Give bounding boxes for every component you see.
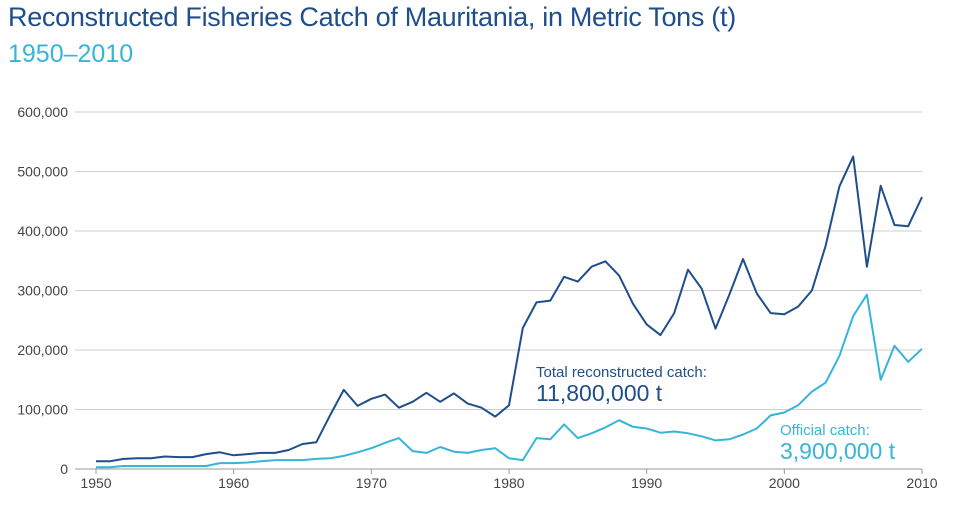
axis-labels: 0 100,000 200,000 300,000 400,000 500,000 600,… <box>17 104 937 491</box>
x-tick-label: 1970 <box>356 475 387 491</box>
official-catch-annotation-value: 3,900,000 t <box>780 438 896 464</box>
series-lines <box>96 155 923 469</box>
total-catch-annotation-value: 11,800,000 t <box>536 380 663 406</box>
x-tick-label: 2000 <box>769 475 800 491</box>
x-tick-label: 1950 <box>80 475 111 491</box>
y-tick-label: 400,000 <box>17 223 68 239</box>
series-annotations: Total reconstructed catch: 11,800,000 t … <box>536 364 896 464</box>
y-tick-label: 100,000 <box>17 402 68 418</box>
x-tick-label: 2010 <box>906 475 937 491</box>
y-tick-label: 200,000 <box>17 342 68 358</box>
x-tick-label: 1980 <box>493 475 524 491</box>
official-catch-annotation-label: Official catch: <box>780 422 870 439</box>
chart-title: Reconstructed Fisheries Catch of Maurita… <box>8 2 736 32</box>
x-tick-label: 1990 <box>631 475 662 491</box>
total-catch-annotation-label: Total reconstructed catch: <box>536 364 707 381</box>
chart-subtitle: 1950–2010 <box>8 40 134 68</box>
gridlines <box>75 111 923 474</box>
y-tick-label: 500,000 <box>17 164 68 180</box>
y-tick-label: 300,000 <box>17 283 68 299</box>
x-tick-label: 1960 <box>218 475 249 491</box>
official-catch-line <box>96 293 923 469</box>
total-catch-line <box>96 155 923 463</box>
y-tick-label: 600,000 <box>17 104 68 120</box>
y-tick-label: 0 <box>60 461 68 477</box>
